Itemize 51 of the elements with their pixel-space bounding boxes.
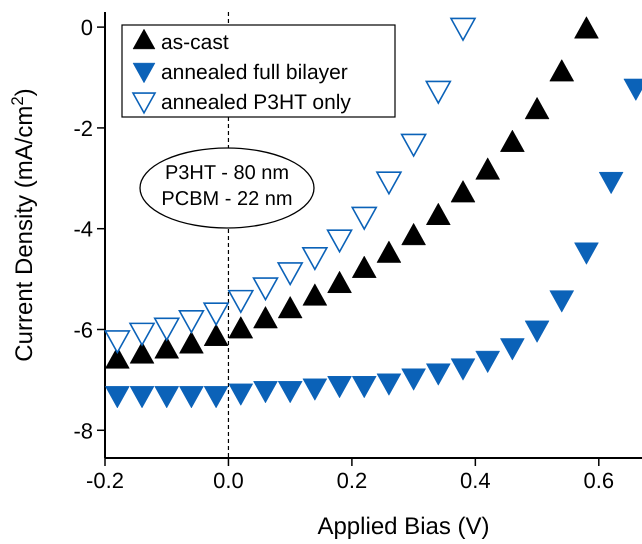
point: [376, 171, 402, 195]
point: [327, 376, 352, 398]
annotation: P3HT - 80 nm PCBM - 22 nm: [161, 162, 293, 210]
point: [426, 363, 451, 386]
x-axis-title: Applied Bias (V): [317, 513, 490, 540]
y-tick-label: -2: [73, 116, 93, 141]
point: [154, 386, 179, 408]
point: [475, 350, 500, 373]
y-tick-label: -6: [73, 317, 93, 342]
point: [104, 330, 130, 354]
point: [277, 262, 303, 286]
point: [154, 318, 180, 341]
point: [574, 242, 599, 265]
point: [105, 386, 130, 408]
legend-label: annealed full bilayer: [161, 61, 348, 84]
point: [179, 386, 204, 408]
y-tick-label: -8: [73, 418, 93, 444]
point: [426, 80, 452, 104]
point: [302, 246, 328, 270]
point: [253, 381, 278, 404]
point: [376, 374, 402, 396]
point: [326, 229, 352, 253]
y-tick-label: -4: [73, 216, 93, 242]
x-tick-label: 0.6: [583, 468, 614, 493]
point: [550, 290, 574, 312]
point: [500, 338, 525, 360]
y-tick-label: 0: [80, 15, 93, 40]
legend-label: as-cast: [161, 31, 229, 54]
point: [130, 386, 154, 408]
legend-label: annealed P3HT only: [161, 91, 352, 114]
point: [302, 378, 328, 401]
point: [204, 386, 228, 408]
point: [524, 320, 550, 343]
point: [450, 18, 476, 41]
point: [352, 376, 376, 398]
point: [450, 358, 476, 380]
point: [400, 134, 426, 157]
x-tick-label: 0.2: [336, 468, 368, 493]
point: [203, 302, 229, 326]
point: [351, 206, 378, 230]
point: [228, 384, 254, 406]
point: [252, 277, 278, 300]
point: [178, 310, 204, 334]
point: [401, 368, 426, 391]
point: [598, 172, 624, 194]
point: [129, 322, 155, 346]
point: [278, 381, 302, 404]
point: [228, 290, 254, 314]
x-tick-label: 0.4: [460, 468, 491, 493]
x-tick-label: 0.0: [213, 468, 244, 493]
x-tick-label: -0.2: [86, 468, 124, 493]
